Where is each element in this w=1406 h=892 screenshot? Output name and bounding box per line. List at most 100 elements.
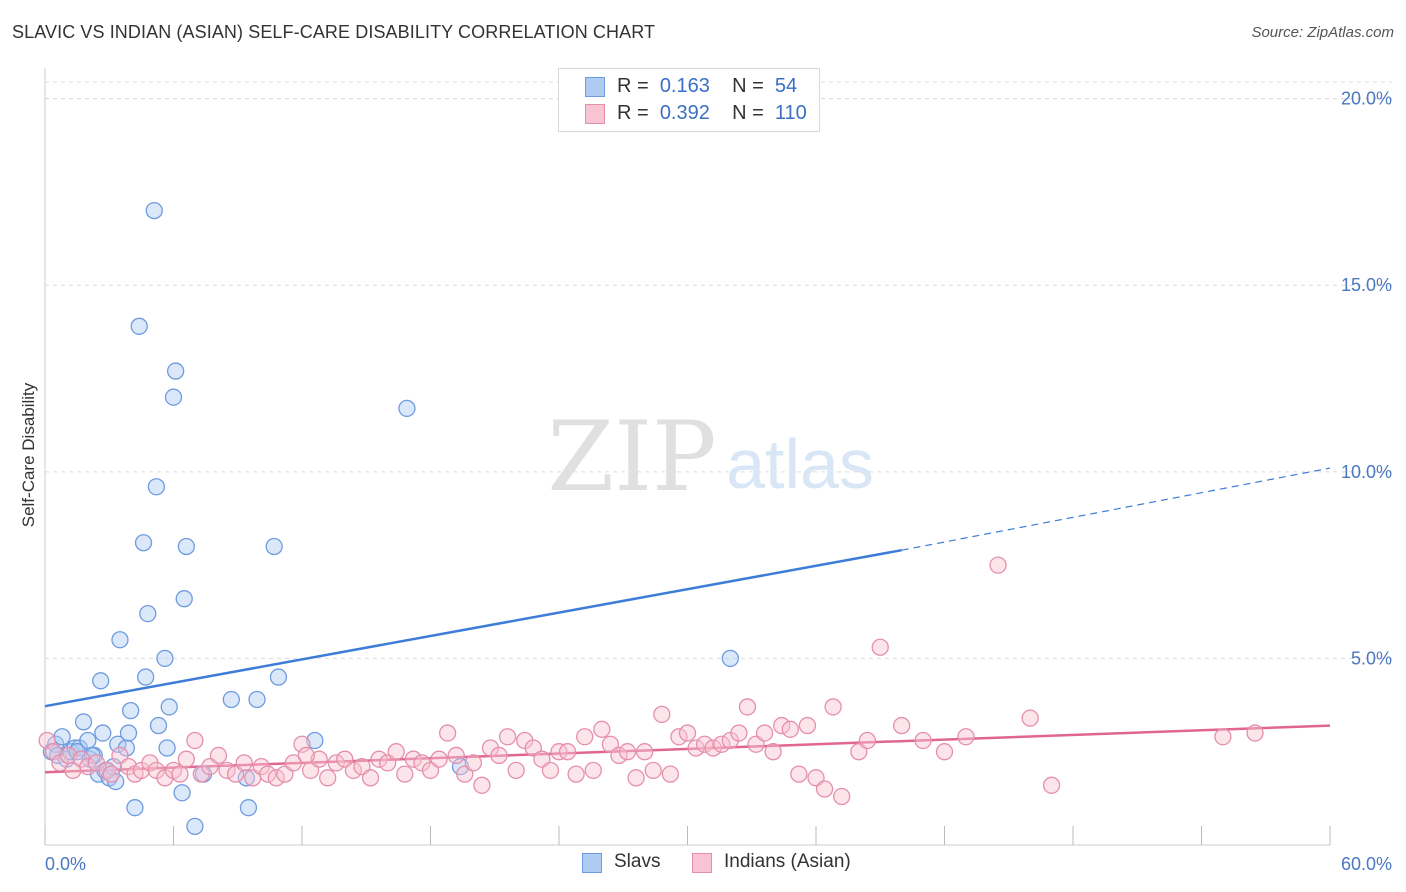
data-point bbox=[790, 765, 808, 783]
data-point bbox=[1246, 724, 1264, 742]
data-point bbox=[498, 728, 517, 746]
series-slavs bbox=[42, 201, 739, 835]
legend-n-value-indians: 110 bbox=[774, 102, 807, 124]
data-point bbox=[464, 754, 482, 772]
data-point bbox=[74, 713, 93, 731]
chart-title: SLAVIC VS INDIAN (ASIAN) SELF-CARE DISAB… bbox=[12, 22, 656, 42]
data-point bbox=[94, 724, 112, 742]
bottom-legend-swatch-slavs bbox=[582, 853, 602, 873]
data-point bbox=[111, 631, 129, 649]
data-point bbox=[661, 765, 680, 783]
bottom-legend-swatch-indians bbox=[692, 853, 712, 873]
data-point bbox=[310, 750, 328, 768]
data-point bbox=[914, 731, 932, 750]
data-point bbox=[186, 817, 204, 835]
data-point bbox=[186, 731, 204, 750]
data-point bbox=[670, 728, 688, 746]
data-point bbox=[396, 765, 414, 783]
data-point bbox=[102, 765, 121, 783]
data-point bbox=[678, 724, 697, 742]
bottom-legend-label-slavs: Slavs bbox=[614, 851, 661, 872]
data-point bbox=[92, 672, 110, 690]
data-point bbox=[130, 317, 148, 335]
data-point bbox=[370, 750, 388, 768]
bottom-legend: Slavs Indians (Asian) bbox=[0, 851, 1406, 877]
data-point bbox=[173, 784, 191, 802]
axes bbox=[44, 68, 1331, 846]
data-point bbox=[209, 746, 228, 765]
data-point bbox=[137, 668, 155, 686]
data-point bbox=[764, 743, 782, 761]
data-point bbox=[473, 776, 491, 794]
x-tick-label-max: 60.0% bbox=[1341, 854, 1392, 874]
y-tick-label: 20.0% bbox=[1341, 89, 1392, 109]
data-point bbox=[171, 765, 189, 783]
data-point bbox=[284, 754, 303, 772]
data-point bbox=[177, 537, 196, 556]
legend-swatch-indians bbox=[585, 104, 605, 124]
data-point bbox=[259, 765, 277, 783]
data-point bbox=[935, 743, 954, 761]
data-point bbox=[404, 750, 423, 768]
legend: R = 0.163 N = 54 R = 0.392 N = 110 bbox=[558, 68, 820, 132]
source-label: Source: ZipAtlas.com bbox=[1251, 24, 1394, 41]
data-point bbox=[1021, 709, 1039, 727]
tick-labels: 5.0% 10.0% 15.0% 20.0% 0.0% 60.0% bbox=[45, 89, 1392, 874]
data-point bbox=[824, 698, 842, 716]
data-point bbox=[160, 698, 178, 716]
data-point bbox=[798, 716, 817, 735]
data-point bbox=[653, 705, 671, 724]
data-point bbox=[644, 761, 662, 780]
data-point bbox=[327, 754, 345, 772]
data-point bbox=[387, 743, 405, 761]
data-point bbox=[584, 761, 602, 780]
data-point bbox=[636, 743, 654, 761]
data-point bbox=[398, 399, 416, 418]
data-point bbox=[558, 743, 577, 761]
legend-swatch-slavs bbox=[585, 77, 605, 97]
legend-r-label: R = bbox=[617, 75, 649, 97]
legend-r-value-indians: 0.392 bbox=[659, 102, 710, 124]
data-point bbox=[687, 739, 705, 757]
data-point bbox=[248, 690, 266, 709]
data-point bbox=[267, 769, 285, 787]
data-point bbox=[145, 201, 163, 220]
data-point bbox=[576, 728, 594, 746]
data-point bbox=[957, 728, 975, 746]
data-point bbox=[319, 769, 337, 787]
data-point bbox=[593, 720, 611, 738]
data-point bbox=[222, 690, 240, 709]
data-point bbox=[755, 724, 774, 742]
data-point bbox=[721, 649, 739, 668]
data-point bbox=[490, 746, 508, 765]
series-indians bbox=[38, 556, 1264, 806]
data-point bbox=[730, 724, 748, 742]
data-point bbox=[269, 668, 288, 686]
legend-r-value-slavs: 0.163 bbox=[659, 75, 710, 97]
data-point bbox=[833, 787, 851, 806]
data-point bbox=[297, 746, 315, 765]
data-point bbox=[610, 746, 628, 765]
y-axis-label: Self-Care Disability bbox=[19, 382, 38, 527]
data-point bbox=[122, 702, 140, 720]
bottom-legend-label-indians: Indians (Asian) bbox=[724, 851, 851, 872]
data-point bbox=[177, 750, 196, 768]
data-point bbox=[361, 769, 380, 787]
data-point bbox=[265, 537, 283, 556]
y-tick-label: 15.0% bbox=[1341, 275, 1392, 295]
data-point bbox=[164, 388, 183, 406]
x-tick-label-min: 0.0% bbox=[45, 854, 86, 874]
data-point bbox=[738, 698, 757, 716]
data-point bbox=[166, 362, 185, 380]
trend-line-extension-slavs bbox=[901, 467, 1331, 551]
data-point bbox=[438, 724, 457, 742]
data-point bbox=[507, 761, 525, 780]
data-point bbox=[126, 799, 144, 817]
data-point bbox=[871, 638, 889, 656]
data-point bbox=[235, 754, 253, 772]
data-points bbox=[38, 201, 1264, 835]
data-point bbox=[695, 735, 714, 753]
data-point bbox=[156, 649, 174, 668]
data-point bbox=[237, 769, 255, 787]
